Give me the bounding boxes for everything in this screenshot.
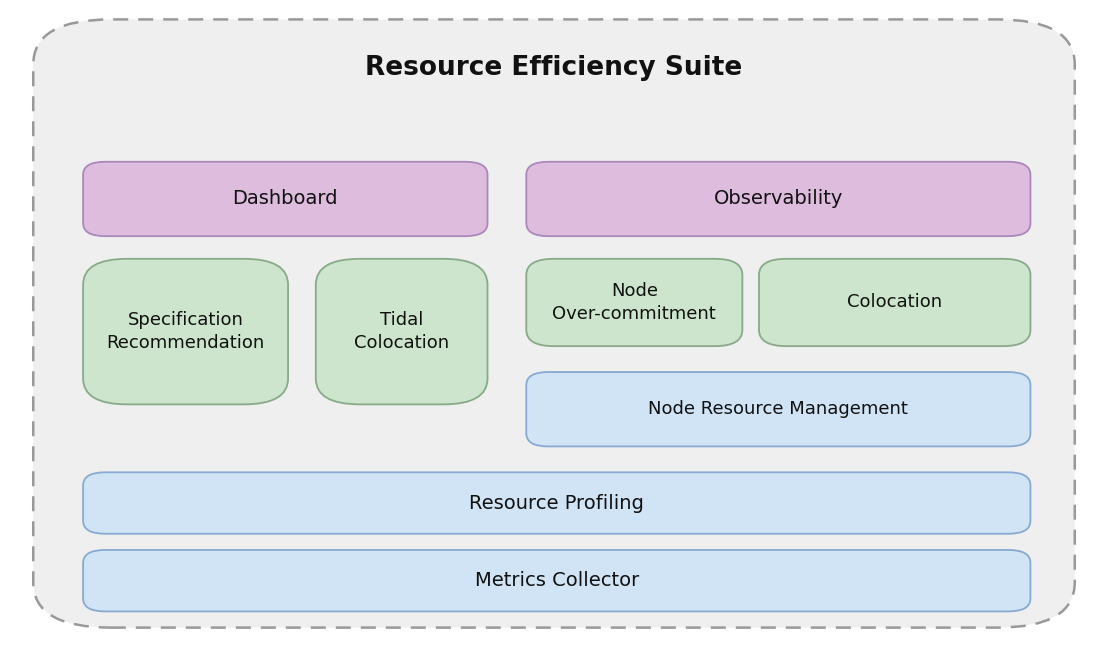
FancyBboxPatch shape: [526, 259, 742, 346]
Text: Resource Efficiency Suite: Resource Efficiency Suite: [366, 55, 742, 81]
Text: Resource Profiling: Resource Profiling: [470, 494, 644, 512]
Text: Tidal
Colocation: Tidal Colocation: [355, 311, 449, 353]
FancyBboxPatch shape: [316, 259, 488, 404]
FancyBboxPatch shape: [83, 162, 488, 236]
Text: Colocation: Colocation: [848, 294, 942, 311]
FancyBboxPatch shape: [83, 259, 288, 404]
FancyBboxPatch shape: [83, 550, 1030, 611]
Text: Specification
Recommendation: Specification Recommendation: [106, 311, 265, 353]
FancyBboxPatch shape: [526, 162, 1030, 236]
Text: Node
Over-commitment: Node Over-commitment: [553, 281, 716, 324]
FancyBboxPatch shape: [83, 472, 1030, 534]
FancyBboxPatch shape: [759, 259, 1030, 346]
Text: Metrics Collector: Metrics Collector: [474, 571, 639, 590]
Text: Observability: Observability: [714, 190, 843, 208]
FancyBboxPatch shape: [526, 372, 1030, 446]
Text: Dashboard: Dashboard: [233, 190, 338, 208]
Text: Node Resource Management: Node Resource Management: [648, 400, 909, 418]
FancyBboxPatch shape: [33, 19, 1075, 628]
